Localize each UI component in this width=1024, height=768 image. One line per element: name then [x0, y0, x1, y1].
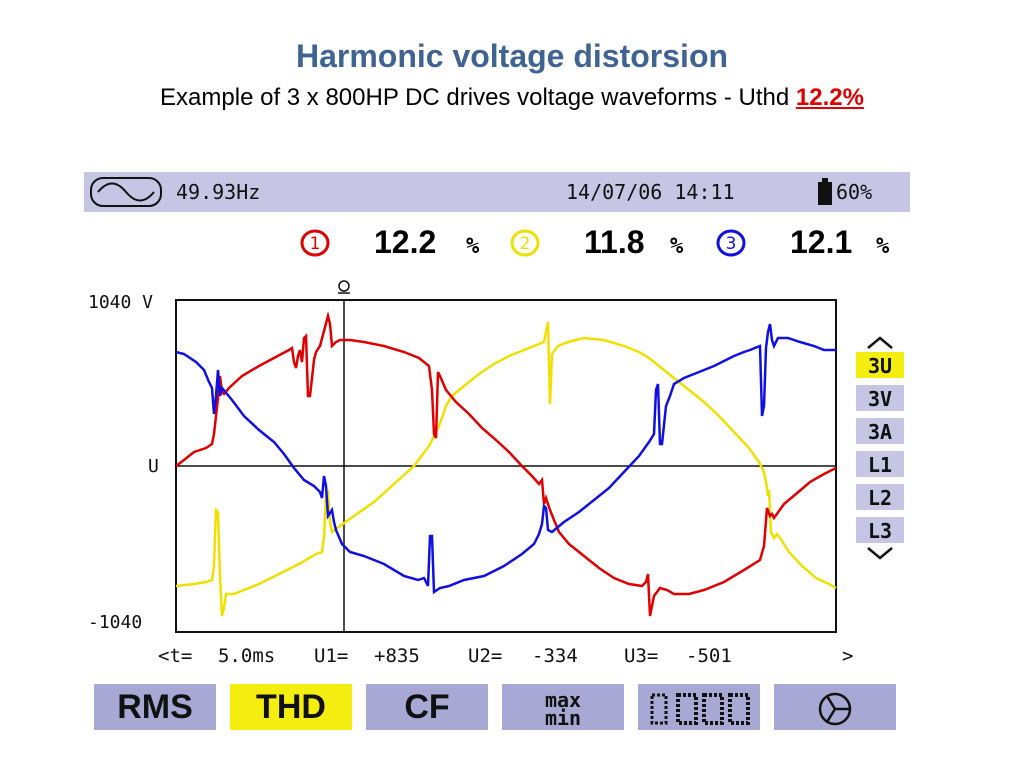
min-label: min — [544, 706, 582, 731]
thd-phase-2-value: 11.8 — [584, 224, 645, 260]
side-menu: 3U 3V 3A L1 L2 — [856, 336, 904, 560]
cf-button[interactable]: CF — [366, 684, 488, 730]
battery-level: 60% — [836, 180, 873, 204]
waveform-phase-3 — [175, 323, 836, 595]
subtitle-thd-value: 12.2% — [795, 84, 864, 111]
readout-t-label: <t= — [158, 645, 192, 666]
phase-2-number: 2 — [520, 234, 531, 254]
cursor-marker-icon — [338, 280, 350, 294]
datetime-readout: 14/07/06 14:11 — [566, 180, 735, 204]
thd-phase-3-unit: % — [876, 234, 890, 259]
phase-3-number: 3 — [726, 234, 737, 254]
chevron-down-icon[interactable] — [867, 547, 893, 560]
side-menu-item-3U[interactable]: 3U — [856, 352, 904, 378]
svg-text:3U: 3U — [868, 354, 892, 378]
svg-text:L2: L2 — [868, 486, 892, 510]
function-buttons: RMS THD CF max min — [84, 684, 910, 732]
phase-3-icon: 3 — [716, 229, 746, 257]
thd-phase-3-value: 12.1 — [790, 224, 853, 260]
phase-2-icon: 2 — [510, 229, 540, 257]
subtitle-text: Example of 3 x 800HP DC drives voltage w… — [160, 84, 796, 111]
slide-subtitle: Example of 3 x 800HP DC drives voltage w… — [0, 84, 1024, 112]
thd-phase-1-unit: % — [466, 234, 480, 259]
max-min-label: max min — [544, 688, 582, 731]
chevron-up-icon[interactable] — [867, 336, 893, 349]
analyzer-screen: 49.93Hz 14/07/06 14:11 60% 1 12.2 % 2 11… — [84, 172, 910, 738]
svg-text:L3: L3 — [868, 519, 892, 543]
sine-wave-icon — [90, 177, 162, 207]
waveform-plot: 1040 V U -1040 3U 3V — [84, 276, 910, 666]
max-min-button[interactable]: max min — [502, 684, 624, 730]
readout-u3-value: -501 — [686, 645, 732, 666]
readout-u1-value: +835 — [374, 645, 420, 666]
waveform-phase-2 — [175, 321, 837, 617]
phase-1-icon: 1 — [300, 229, 330, 257]
waveform-phase-1 — [175, 311, 837, 617]
thd-phase-2-unit: % — [670, 234, 684, 259]
thd-button[interactable]: THD — [230, 684, 352, 730]
y-mid-label: U — [148, 456, 159, 477]
thd-values: 1 12.2 % 2 11.8 % 3 12.1 % — [84, 220, 910, 270]
table-view-button[interactable] — [638, 684, 760, 730]
side-menu-item-L1[interactable]: L1 — [856, 451, 904, 477]
max-label: max — [544, 688, 582, 713]
svg-text:3V: 3V — [868, 387, 892, 411]
thd-phase-1-value: 12.2 — [374, 224, 437, 260]
y-top-label: 1040 V — [88, 292, 153, 313]
readout-u2-value: -334 — [532, 645, 578, 666]
cursor-readout: <t= 5.0ms U1= +835 U2= -334 U3= -501 > — [158, 645, 853, 666]
readout-u1-label: U1= — [314, 645, 348, 666]
y-bottom-label: -1040 — [88, 612, 142, 633]
readout-u3-label: U3= — [624, 645, 658, 666]
frequency-readout: 49.93Hz — [176, 180, 261, 204]
table-grid-icon — [650, 693, 750, 726]
readout-t-value: 5.0ms — [218, 645, 275, 666]
side-menu-item-L3[interactable]: L3 — [856, 517, 904, 543]
svg-text:3A: 3A — [868, 420, 892, 444]
phase-1-number: 1 — [310, 234, 321, 254]
slide-title: Harmonic voltage distorsion — [295, 38, 729, 74]
rms-button[interactable]: RMS — [94, 684, 216, 730]
phasor-button[interactable] — [774, 684, 896, 730]
readout-u2-label: U2= — [468, 645, 502, 666]
side-menu-item-L2[interactable]: L2 — [856, 484, 904, 510]
side-menu-item-3V[interactable]: 3V — [856, 385, 904, 411]
status-bar: 49.93Hz 14/07/06 14:11 60% — [84, 172, 910, 212]
waveform-svg: 1040 V U -1040 3U 3V — [88, 280, 904, 666]
side-menu-item-3A[interactable]: 3A — [856, 418, 904, 444]
svg-text:L1: L1 — [868, 453, 892, 477]
readout-next: > — [842, 645, 853, 666]
battery-icon — [818, 178, 832, 205]
phasor-diagram-icon — [818, 692, 852, 726]
